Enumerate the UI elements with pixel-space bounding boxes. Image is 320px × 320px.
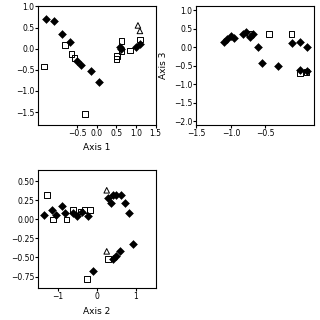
Point	[52, 19, 57, 24]
Point	[108, 200, 113, 205]
Point	[128, 48, 133, 53]
Point	[104, 249, 109, 254]
X-axis label: Axis 1: Axis 1	[83, 143, 111, 152]
Point	[221, 39, 227, 44]
Point	[137, 41, 142, 46]
Point	[104, 188, 109, 193]
Point	[114, 57, 119, 62]
Point	[118, 44, 123, 49]
Point	[297, 71, 302, 76]
Point	[119, 38, 124, 44]
Point	[87, 208, 92, 213]
Point	[53, 213, 59, 218]
Point	[117, 249, 122, 254]
Point	[42, 64, 47, 69]
Point	[70, 208, 75, 213]
Point	[75, 59, 80, 64]
Point	[82, 208, 87, 213]
Point	[111, 192, 116, 197]
Point	[133, 44, 139, 49]
Point	[91, 269, 96, 274]
Point	[42, 213, 47, 218]
Point	[67, 40, 72, 45]
Point	[86, 214, 91, 219]
Point	[119, 192, 124, 197]
Point	[260, 60, 265, 65]
Point	[130, 241, 135, 246]
Point	[44, 192, 50, 197]
Point	[232, 35, 237, 40]
Point	[297, 39, 302, 44]
Point	[297, 68, 302, 73]
Point	[113, 253, 118, 259]
Point	[64, 217, 69, 222]
Point	[105, 196, 110, 201]
Point	[72, 55, 77, 60]
Point	[289, 32, 294, 37]
Point	[135, 23, 140, 28]
Point	[304, 68, 309, 74]
Point	[119, 46, 124, 51]
Point	[84, 276, 90, 281]
Point	[248, 34, 253, 39]
Point	[59, 203, 64, 208]
Point	[126, 211, 132, 216]
Point	[123, 200, 128, 205]
Y-axis label: Axis 3: Axis 3	[159, 52, 168, 79]
Point	[289, 41, 294, 46]
Point	[248, 32, 253, 37]
Point	[137, 28, 142, 34]
Point	[241, 32, 246, 37]
Point	[244, 29, 249, 34]
Point	[105, 256, 110, 261]
Point	[96, 79, 101, 84]
Point	[89, 68, 94, 73]
Point	[83, 112, 88, 117]
Point	[62, 43, 68, 48]
Point	[266, 32, 271, 37]
Point	[228, 33, 234, 38]
Point	[50, 208, 55, 213]
Point	[69, 51, 74, 56]
Point	[79, 62, 84, 67]
Point	[62, 211, 68, 216]
X-axis label: Axis 2: Axis 2	[83, 307, 111, 316]
Point	[225, 36, 230, 42]
Point	[304, 69, 309, 75]
Point	[251, 32, 256, 37]
Point	[119, 48, 124, 53]
Point	[275, 64, 280, 69]
Point	[256, 44, 261, 50]
Point	[51, 217, 56, 222]
Point	[304, 44, 309, 50]
Point	[115, 54, 120, 59]
Point	[78, 209, 83, 214]
Point	[59, 31, 64, 36]
Point	[114, 192, 119, 197]
Point	[111, 256, 116, 261]
Point	[137, 37, 142, 42]
Point	[70, 211, 75, 216]
Point	[44, 17, 49, 22]
Point	[74, 214, 79, 219]
Point	[80, 209, 85, 214]
